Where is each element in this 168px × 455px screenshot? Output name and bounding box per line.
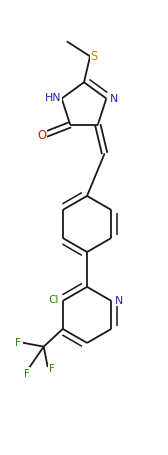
Text: HN: HN	[45, 93, 62, 103]
Text: N: N	[115, 295, 123, 305]
Text: F: F	[49, 363, 54, 373]
Text: S: S	[91, 50, 98, 63]
Text: O: O	[37, 129, 46, 142]
Text: Cl: Cl	[48, 295, 58, 305]
Text: F: F	[15, 337, 21, 347]
Text: N: N	[110, 94, 118, 104]
Text: F: F	[24, 368, 30, 378]
